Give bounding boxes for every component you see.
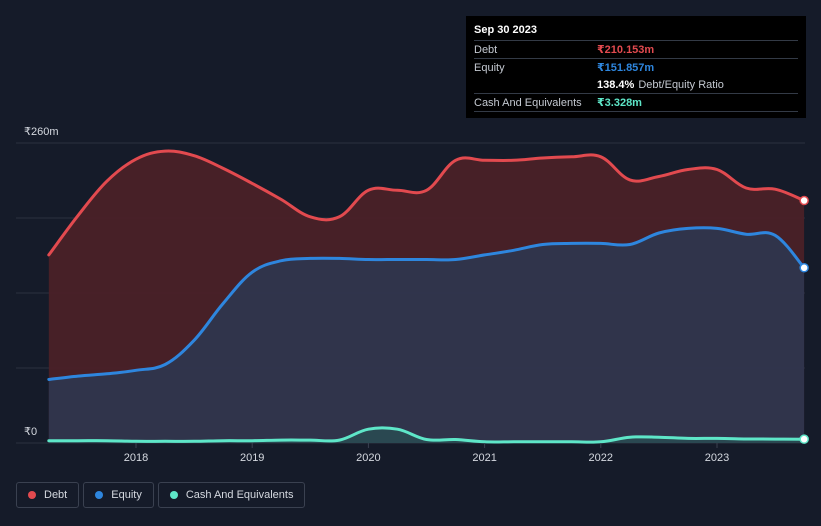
end-marker-cash-and-equivalents bbox=[799, 434, 809, 444]
legend-item-debt[interactable]: Debt bbox=[16, 482, 80, 508]
x-tick-label-2021: 2021 bbox=[472, 452, 496, 464]
tooltip-cash-label: Cash And Equivalents bbox=[474, 96, 582, 109]
tooltip-row-cash: Cash And Equivalents ₹3.328m bbox=[474, 93, 798, 112]
tooltip-ratio-value: 138.4% bbox=[597, 78, 635, 91]
chart-axis: ₹260m ₹0 2018 2019 2020 2021 2022 2023 bbox=[24, 126, 729, 464]
line-equity bbox=[47, 226, 806, 381]
line-debt bbox=[47, 149, 806, 257]
y-tick-label-top: ₹260m bbox=[24, 126, 59, 138]
line-cash-and-equivalents bbox=[47, 426, 806, 444]
x-tick-label-2018: 2018 bbox=[124, 452, 148, 464]
tooltip-ratio-label: Debt/Equity Ratio bbox=[638, 78, 724, 91]
x-tick-label-2019: 2019 bbox=[240, 452, 264, 464]
chart-areas bbox=[48, 150, 805, 443]
x-tick-label-2023: 2023 bbox=[705, 452, 729, 464]
area-equity bbox=[48, 227, 805, 443]
legend-label-cash: Cash And Equivalents bbox=[185, 489, 294, 501]
tooltip-debt-value: ₹210.153m bbox=[597, 44, 655, 56]
tooltip-debt-label: Debt bbox=[474, 43, 498, 56]
tooltip-row-equity: Equity ₹151.857m bbox=[474, 58, 798, 76]
tooltip-equity-label: Equity bbox=[474, 61, 505, 74]
legend-item-cash[interactable]: Cash And Equivalents bbox=[157, 482, 306, 508]
x-tick-label-2022: 2022 bbox=[589, 452, 613, 464]
tooltip-date: Sep 30 2023 bbox=[474, 24, 537, 36]
end-marker-equity bbox=[799, 263, 809, 273]
legend-label-debt: Debt bbox=[44, 489, 68, 501]
legend-item-equity[interactable]: Equity bbox=[83, 482, 154, 508]
tooltip-panel: Sep 30 2023 Debt ₹210.153m Equity ₹151.8… bbox=[466, 16, 806, 118]
tooltip-row-debt: Debt ₹210.153m bbox=[474, 40, 798, 58]
tooltip-cash-value: ₹3.328m bbox=[597, 97, 642, 109]
legend-dot-debt bbox=[28, 491, 36, 499]
tooltip-equity-value: ₹151.857m bbox=[597, 62, 655, 74]
end-marker-debt bbox=[799, 195, 809, 206]
tooltip-row-ratio: 138.4% Debt/Equity Ratio bbox=[474, 76, 798, 93]
chart-end-markers bbox=[799, 195, 809, 444]
legend-dot-cash bbox=[169, 491, 178, 499]
chart-legend: Debt Equity Cash And Equivalents bbox=[16, 482, 306, 508]
x-tick-label-2020: 2020 bbox=[356, 452, 380, 464]
legend-label-equity: Equity bbox=[111, 489, 142, 501]
chart-lines bbox=[47, 149, 806, 444]
legend-dot-equity bbox=[95, 491, 104, 499]
y-tick-label-zero: ₹0 bbox=[24, 426, 37, 438]
